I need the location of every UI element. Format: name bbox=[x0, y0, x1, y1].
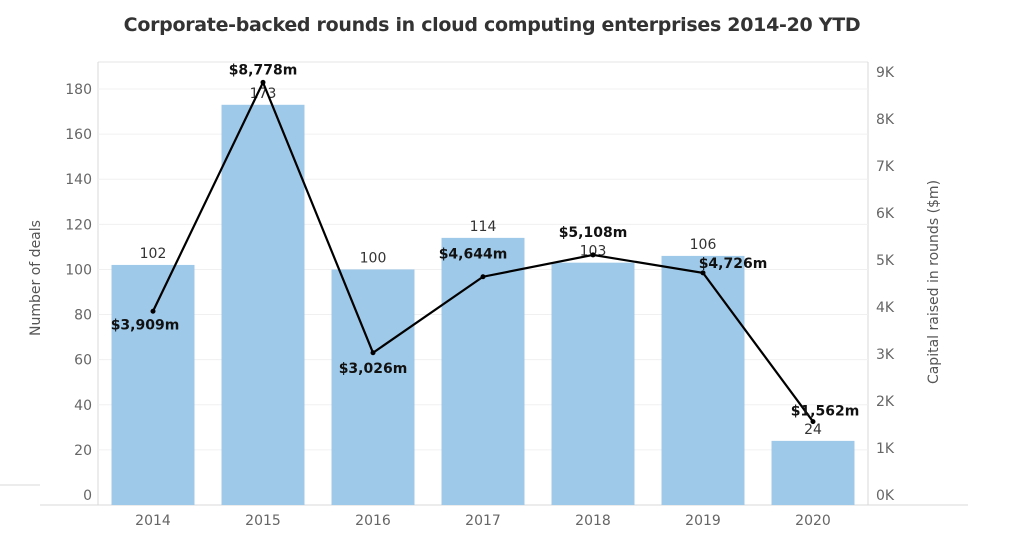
x-tick-label: 2017 bbox=[465, 513, 501, 529]
bar-2014 bbox=[111, 264, 195, 505]
y2-tick-label: 8K bbox=[876, 112, 895, 128]
y2-tick-label: 0K bbox=[876, 488, 895, 504]
bar-2015 bbox=[221, 104, 305, 506]
line-value-label: $4,726m bbox=[699, 256, 768, 272]
bar-2020 bbox=[771, 440, 855, 505]
y-tick-label: 20 bbox=[74, 443, 92, 459]
y2-tick-label: 9K bbox=[876, 65, 895, 81]
x-tick-label: 2020 bbox=[795, 513, 831, 529]
x-tick-label: 2016 bbox=[355, 513, 391, 529]
line-value-label: $8,778m bbox=[229, 62, 298, 78]
y2-axis-title: Capital raised in rounds ($m) bbox=[926, 180, 942, 384]
line-point-2018 bbox=[590, 252, 596, 258]
bar-2017 bbox=[441, 237, 525, 505]
line-value-label: $4,644m bbox=[439, 247, 508, 263]
y-tick-label: 60 bbox=[74, 353, 92, 369]
line-point-2014 bbox=[150, 308, 156, 314]
y-tick-label: 80 bbox=[74, 308, 92, 324]
y2-tick-label: 4K bbox=[876, 300, 895, 316]
line-point-2016 bbox=[370, 350, 376, 356]
bar-value-label: 114 bbox=[470, 219, 497, 235]
y-axis-title: Number of deals bbox=[28, 220, 44, 336]
y-tick-label: 100 bbox=[65, 262, 92, 278]
y-tick-label: 140 bbox=[65, 172, 92, 188]
y-tick-label: 120 bbox=[65, 217, 92, 233]
bar-2016 bbox=[331, 269, 415, 505]
line-value-label: $3,909m bbox=[111, 317, 180, 333]
line-point-2015 bbox=[260, 79, 266, 85]
y-tick-label: 40 bbox=[74, 398, 92, 414]
bar-value-label: 102 bbox=[140, 246, 167, 262]
x-tick-label: 2014 bbox=[135, 513, 171, 529]
bar-value-label: 24 bbox=[804, 422, 822, 438]
bar-value-label: 106 bbox=[690, 237, 717, 253]
bar-2019 bbox=[661, 255, 745, 505]
y-tick-label: 160 bbox=[65, 127, 92, 143]
y2-tick-label: 2K bbox=[876, 394, 895, 410]
y2-tick-label: 3K bbox=[876, 347, 895, 363]
y2-tick-label: 6K bbox=[876, 206, 895, 222]
bar-2018 bbox=[551, 262, 635, 505]
line-value-label: $1,562m bbox=[791, 404, 860, 420]
y2-tick-label: 5K bbox=[876, 253, 895, 269]
y-tick-label: 180 bbox=[65, 82, 92, 98]
line-value-label: $5,108m bbox=[559, 225, 628, 241]
line-point-2020 bbox=[810, 419, 816, 425]
line-value-label: $3,026m bbox=[339, 361, 408, 377]
x-tick-label: 2018 bbox=[575, 513, 611, 529]
bar-value-label: 100 bbox=[360, 250, 387, 266]
y2-tick-label: 1K bbox=[876, 441, 895, 457]
y-tick-label: 0 bbox=[83, 488, 92, 504]
y2-tick-label: 7K bbox=[876, 159, 895, 175]
chart-title: Corporate-backed rounds in cloud computi… bbox=[123, 14, 861, 36]
x-tick-label: 2015 bbox=[245, 513, 281, 529]
line-point-2019 bbox=[700, 270, 706, 276]
x-tick-label: 2019 bbox=[685, 513, 721, 529]
line-point-2017 bbox=[480, 274, 486, 280]
